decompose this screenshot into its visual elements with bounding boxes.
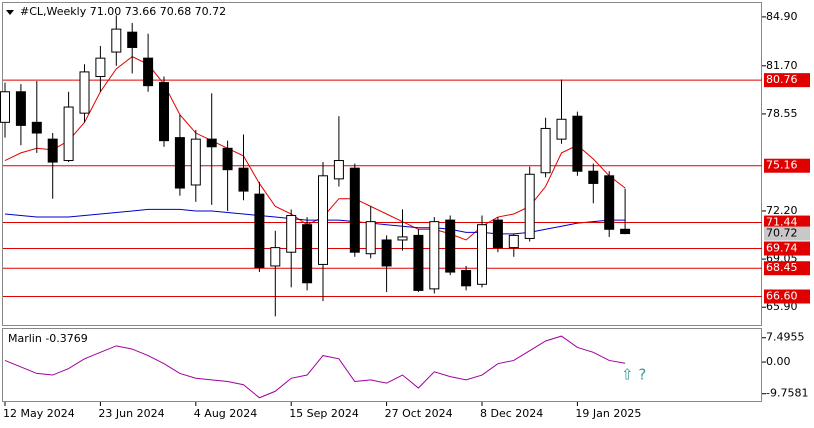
x-tick-label: 15 Sep 2024: [289, 407, 359, 420]
x-tick-label: 4 Aug 2024: [194, 407, 257, 420]
level-label: 68.45: [766, 261, 798, 274]
main-panel: [2, 2, 762, 326]
moving-average: [4, 208, 626, 235]
oscillator-line: [4, 335, 626, 399]
candle-body: [222, 147, 233, 171]
x-tick-label: 27 Oct 2024: [385, 407, 453, 420]
candle-body: [238, 167, 249, 192]
y-tick-label: 0.00: [766, 355, 791, 368]
menu-arrow: [6, 10, 14, 15]
candle-body: [492, 219, 503, 249]
candle-body: [556, 118, 567, 140]
candle-body: [572, 115, 583, 172]
candle-body: [143, 57, 154, 87]
candle-body: [79, 71, 90, 114]
candle-body: [174, 137, 185, 189]
candle-body: [349, 167, 360, 253]
x-tick-label: 8 Dec 2024: [480, 407, 543, 420]
x-tick-label: 12 May 2024: [3, 407, 75, 420]
candle-body: [604, 175, 615, 230]
candle-body: [508, 234, 519, 249]
level-label: 69.74: [766, 242, 798, 255]
level-label: 75.16: [766, 159, 798, 172]
level-label-box: [764, 158, 810, 173]
y-tick-label: 84.90: [766, 10, 798, 23]
level-label: 66.60: [766, 290, 798, 303]
level-label-box: [764, 289, 810, 304]
candle-body: [588, 170, 599, 184]
y-tick-label: 72.20: [766, 204, 798, 217]
candle-body: [318, 175, 328, 265]
y-tick-label: -9.7581: [766, 387, 808, 400]
candle-body: [445, 219, 456, 273]
candle-body: [127, 31, 138, 48]
candle-body: [620, 228, 631, 235]
oscillator-panel: [2, 328, 762, 402]
candle-body: [286, 215, 297, 253]
oscillator-title: Marlin -0.3769: [8, 332, 88, 345]
candle-body: [31, 121, 42, 134]
level-label-box: [764, 241, 810, 256]
level-label-box: [764, 73, 810, 88]
candle-body: [270, 247, 281, 267]
candle-body: [461, 270, 472, 287]
candle-body: [47, 138, 58, 163]
candle-body: [540, 127, 551, 174]
level-label: 80.76: [766, 73, 798, 86]
level-label: 71.44: [766, 216, 798, 229]
candle-body: [381, 239, 392, 267]
plot: 84.9081.7078.5572.2069.0565.9080.7675.16…: [0, 10, 810, 420]
candle-body: [63, 106, 74, 162]
candle-body: [206, 138, 217, 148]
level-label-box: [764, 215, 810, 230]
candle-body: [302, 224, 313, 284]
y-tick-label: 78.55: [766, 107, 798, 120]
annotation: ⇧ ?: [621, 366, 646, 384]
candle-body: [254, 193, 265, 268]
y-tick-label: 81.70: [766, 59, 798, 72]
candle-body: [477, 224, 487, 285]
candle-body: [397, 236, 408, 241]
chart-title: #CL,Weekly 71.00 73.66 70.68 70.72: [20, 5, 226, 18]
candle-body: [111, 28, 122, 53]
x-tick-label: 23 Jun 2024: [98, 407, 164, 420]
current-price-label: 70.72: [766, 227, 798, 240]
y-tick-label: 7.4955: [766, 331, 805, 344]
current-price-box: [764, 226, 810, 241]
x-tick-label: 19 Jan 2025: [575, 407, 641, 420]
candle-body: [429, 221, 440, 290]
candle-body: [190, 138, 201, 186]
candle-body: [524, 173, 535, 239]
candle-body: [159, 82, 169, 142]
candle-body: [0, 91, 10, 123]
candle-body: [95, 57, 106, 77]
candle-body: [413, 234, 424, 291]
candle-body: [333, 160, 344, 180]
candle-body: [15, 91, 26, 126]
level-label-box: [764, 261, 810, 276]
candle-body: [365, 221, 376, 255]
